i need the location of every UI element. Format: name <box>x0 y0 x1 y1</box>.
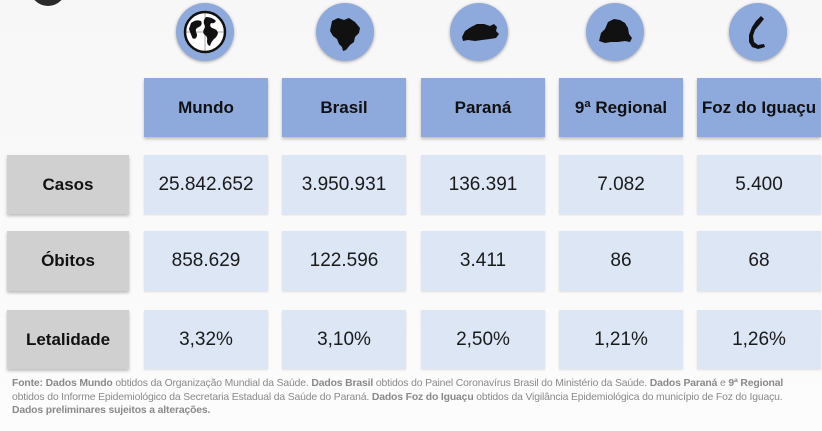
cell-obitos-mundo: 858.629 <box>144 231 268 291</box>
cell-letalidade-parana: 2,50% <box>421 310 545 369</box>
cell-obitos-foz-do-iguacu: 68 <box>697 231 821 291</box>
footnote-brasil: Dados Brasil <box>311 378 374 389</box>
foz-map-icon <box>729 3 787 61</box>
footnote-regional-text: obtidos do Informe Epidemiológico da Sec… <box>12 391 372 403</box>
parana-map-icon <box>450 3 508 61</box>
brazil-map-icon <box>316 3 374 61</box>
footnote-mundo-text: obtidos da Organização Mundial da Saúde. <box>112 378 312 389</box>
top-partial-icon <box>30 0 66 6</box>
footnote-foz: Dados Foz do Iguaçu <box>371 391 474 403</box>
source-footnote: Fonte: Dados Mundo obtidos da Organizaçã… <box>12 377 816 418</box>
column-header-9-regional: 9ª Regional <box>559 78 683 137</box>
footnote-parana-text: e <box>717 378 729 389</box>
globe-icon <box>176 3 234 61</box>
footnote-preliminary: Dados preliminares sujeitos a alterações… <box>12 405 211 416</box>
row-label-obitos: Óbitos <box>7 231 129 291</box>
cell-casos-mundo: 25.842.652 <box>144 155 268 214</box>
footnote-foz-text: obtidos da Vigilância Epidemiológica do … <box>473 391 783 403</box>
cell-obitos-brasil: 122.596 <box>282 231 406 291</box>
column-header-parana: Paraná <box>421 78 545 137</box>
cell-casos-brasil: 3.950.931 <box>282 155 406 214</box>
cell-letalidade-brasil: 3,10% <box>282 310 406 369</box>
cell-letalidade-mundo: 3,32% <box>144 310 268 369</box>
footnote-parana: Dados Paraná <box>649 378 718 389</box>
column-header-foz-do-iguacu: Foz do Iguaçu <box>697 78 821 137</box>
cell-obitos-9-regional: 86 <box>559 231 683 291</box>
column-header-brasil: Brasil <box>282 78 406 137</box>
regional-map-icon <box>586 3 644 61</box>
column-header-mundo: Mundo <box>144 78 268 137</box>
cell-casos-foz-do-iguacu: 5.400 <box>697 155 821 214</box>
footnote-mundo: Dados Mundo <box>45 378 113 389</box>
cell-obitos-parana: 3.411 <box>421 231 545 291</box>
cell-casos-9-regional: 7.082 <box>559 155 683 214</box>
row-label-casos: Casos <box>7 155 129 214</box>
footnote-brasil-text: obtidos do Painel Coronavírus Brasil do … <box>373 378 650 389</box>
footnote-regional: 9ª Regional <box>728 378 784 389</box>
cell-letalidade-9-regional: 1,21% <box>559 310 683 369</box>
cell-letalidade-foz-do-iguacu: 1,26% <box>697 310 821 369</box>
row-label-letalidade: Letalidade <box>7 310 129 369</box>
cell-casos-parana: 136.391 <box>421 155 545 214</box>
footnote-fonte: Fonte: <box>12 378 43 389</box>
